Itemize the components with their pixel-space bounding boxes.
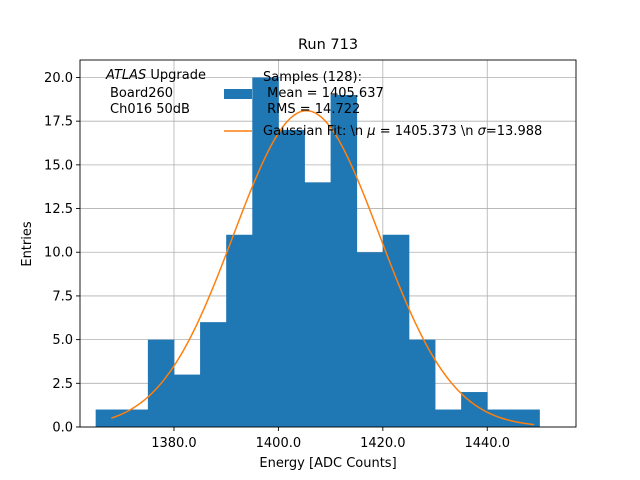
x-tick-label: 1380.0 — [151, 436, 197, 451]
y-tick-label: 10.0 — [44, 246, 73, 261]
y-ticks: 0.0 2.5 5.0 7.5 10.0 12.5 15.0 17.5 20.0 — [44, 71, 80, 436]
histogram-bars — [95, 77, 540, 427]
y-axis-label: Entries — [20, 221, 35, 267]
axes-border — [79, 59, 577, 428]
board-label: Board260 — [110, 86, 173, 101]
y-tick-label: 12.5 — [44, 202, 73, 217]
histogram-bar — [95, 409, 123, 427]
histogram-bar — [278, 129, 305, 427]
y-tick-label: 2.5 — [52, 377, 73, 392]
histogram-bar — [200, 322, 227, 427]
x-tick-label: 1440.0 — [464, 436, 510, 451]
x-axis-label: Energy [ADC Counts] — [259, 456, 396, 471]
chart-title: Run 713 — [298, 37, 358, 53]
x-ticks: 1380.0 1400.0 1420.0 1440.0 — [151, 427, 510, 451]
legend-mean-label: Mean = 1405.637 — [263, 86, 384, 101]
svg-text:ATLAS Upgrade: ATLAS Upgrade — [105, 68, 206, 83]
y-tick-label: 0.0 — [52, 421, 73, 436]
axes-frame — [79, 59, 577, 428]
histogram-bar — [382, 234, 410, 427]
histogram-bar — [121, 409, 149, 427]
y-tick-label: 5.0 — [52, 333, 73, 348]
legend-rms-label: RMS = 14.722 — [263, 102, 360, 117]
histogram-bar — [173, 374, 201, 427]
y-tick-label: 7.5 — [52, 289, 73, 304]
histogram-bar — [356, 252, 384, 427]
atlas-annotation: ATLAS Upgrade Board260 Ch016 50dB — [105, 68, 206, 117]
channel-label: Ch016 50dB — [110, 102, 190, 117]
upgrade-label: Upgrade — [146, 68, 206, 83]
histogram-bar — [226, 234, 253, 427]
legend-samples-label: Samples (128): — [263, 70, 362, 85]
legend-fit-label: Gaussian Fit: \n μ = 1405.373 \n σ=13.98… — [263, 124, 542, 139]
x-tick-label: 1400.0 — [256, 436, 302, 451]
histogram-bar — [330, 94, 358, 427]
y-tick-label: 15.0 — [44, 158, 73, 173]
y-tick-label: 17.5 — [44, 115, 73, 130]
histogram-bar — [304, 182, 332, 427]
atlas-label: ATLAS — [105, 68, 146, 83]
legend: Samples (128): Mean = 1405.637 RMS = 14.… — [224, 70, 542, 139]
y-tick-label: 20.0 — [44, 71, 73, 86]
histogram-bar — [435, 409, 462, 427]
x-tick-label: 1420.0 — [360, 436, 406, 451]
histogram-bar — [252, 77, 279, 427]
legend-hist-swatch — [224, 89, 252, 99]
gaussian-fit-line — [111, 109, 535, 426]
